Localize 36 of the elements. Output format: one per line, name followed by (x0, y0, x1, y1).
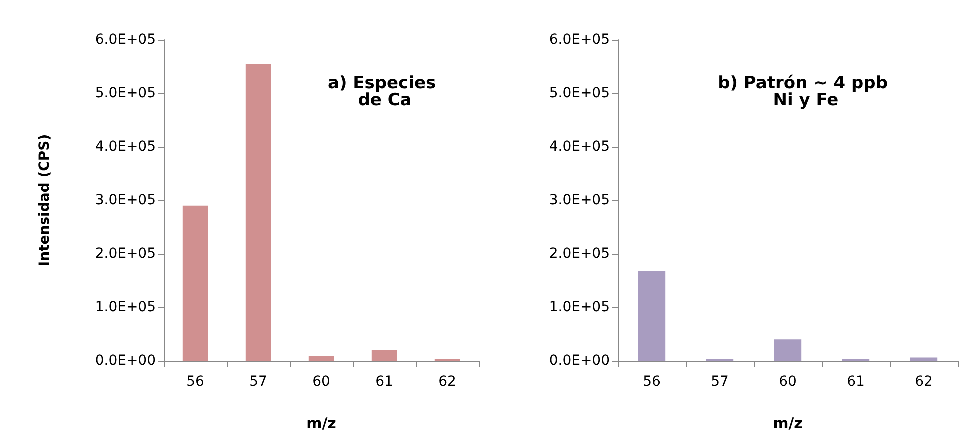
y-tick-label: 4.0E+05 (95, 139, 156, 155)
bar (308, 356, 334, 361)
x-tick-label: 62 (915, 374, 933, 390)
bar (774, 340, 802, 361)
bar (638, 271, 666, 361)
y-tick-label: 2.0E+05 (95, 246, 156, 262)
y-axis-title: Intensidad (CPS) (37, 134, 53, 267)
x-tick-label: 60 (312, 374, 330, 390)
text: a) Especies de Ca (328, 74, 442, 110)
y-tick-label: 3.0E+05 (549, 192, 610, 208)
y-tick-label: 5.0E+05 (549, 86, 610, 102)
y-tick-label: 6.0E+05 (549, 32, 610, 48)
x-tick-label: 56 (643, 374, 661, 390)
x-tick-label: 62 (438, 374, 456, 390)
x-tick-label: 61 (376, 374, 394, 390)
x-tick-label: 57 (711, 374, 729, 390)
x-tick-label: 61 (847, 374, 865, 390)
y-tick-label: 6.0E+05 (95, 32, 156, 48)
y-tick-label: 0.0E+00 (95, 353, 156, 369)
x-tick-label: 56 (186, 374, 204, 390)
text: b) Patrón ~ 4 ppb Ni y Fe (718, 74, 894, 110)
bar (372, 350, 398, 361)
y-tick-label: 1.0E+05 (95, 300, 156, 316)
bar (246, 64, 272, 361)
y-tick-label: 1.0E+05 (549, 300, 610, 316)
y-tick-label: 3.0E+05 (95, 192, 156, 208)
x-axis-title: m/z (773, 414, 804, 432)
y-tick-label: 5.0E+05 (95, 86, 156, 102)
bar (910, 358, 938, 361)
y-tick-label: 2.0E+05 (549, 246, 610, 262)
x-tick-label: 60 (779, 374, 797, 390)
y-tick-label: 4.0E+05 (549, 139, 610, 155)
bar (182, 206, 208, 361)
x-tick-label: 57 (250, 374, 268, 390)
x-axis-title: m/z (306, 414, 337, 432)
y-tick-label: 0.0E+00 (549, 353, 610, 369)
